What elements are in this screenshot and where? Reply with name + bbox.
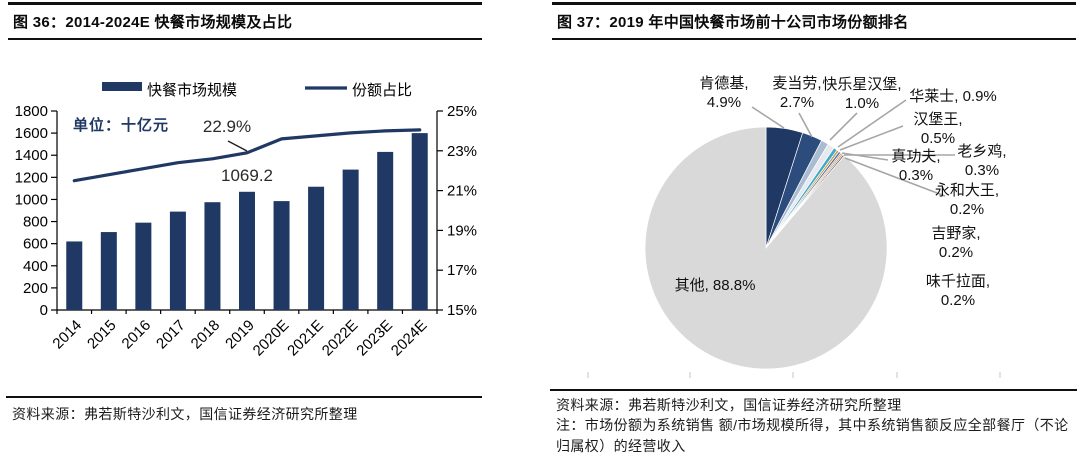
leader-line-1 (798, 112, 813, 138)
left-axis-label: 1200 (15, 169, 48, 186)
figure-36-bar-line-chart: 0 200 400 600 800 1000 1200 1400 1600 1800 15% 17% 1… (15, 82, 477, 360)
left-axis-label: 0 (40, 302, 48, 319)
figure-37-footer-rule (550, 389, 1077, 391)
left-axis-label: 800 (23, 214, 48, 231)
annotation-leader-line (227, 140, 248, 152)
left-axis-label: 1800 (15, 103, 48, 120)
share-line (72, 128, 422, 183)
left-axis-label: 1400 (15, 147, 48, 164)
figure-36-source: 资料来源：弗若斯特沙利文，国信证券经济研究所整理 (12, 406, 358, 422)
share-annotation: 22.9% (202, 117, 252, 136)
figure-37-title: 图 37：2019 年中国快餐市场前十公司市场份额排名 (552, 2, 1076, 40)
right-axis-label: 23% (447, 143, 477, 160)
figure-37-note: 注：市场份额为系统销售 额/市场规模所得，其中系统销售额反应全部餐厅（不论归属权… (556, 417, 1069, 454)
leader-line-0 (751, 106, 785, 129)
bar-2018 (204, 202, 221, 310)
bar-2024E (411, 133, 428, 310)
legend-bar-label: 快餐市场规模 (147, 82, 237, 99)
right-axis-label: 25% (447, 103, 477, 120)
leader-line-7 (844, 157, 946, 197)
category-label-2015: 2015 (84, 317, 120, 353)
bar-2019 (239, 191, 255, 310)
category-label-2014: 2014 (49, 317, 85, 353)
figure-37-pie-chart (587, 99, 1001, 378)
legend-bar-swatch (102, 82, 142, 91)
category-label-2020E: 2020E (250, 317, 293, 360)
category-label-2023E: 2023E (353, 317, 396, 360)
figure-37-source: 资料来源：弗若斯特沙利文，国信证券经济研究所整理 (556, 397, 902, 413)
bar-2023E (377, 151, 394, 310)
left-axis-label: 600 (23, 236, 48, 253)
bar-2016 (135, 222, 152, 310)
bar-2021E (308, 186, 325, 310)
bar-2015 (100, 232, 117, 310)
leader-line-5 (841, 152, 889, 161)
bar-2017 (169, 211, 186, 310)
category-label-2024E: 2024E (388, 317, 431, 360)
legend-line-label: 份额占比 (352, 82, 412, 99)
leader-line-3 (837, 99, 907, 148)
right-axis-label: 17% (447, 262, 477, 279)
category-label-2017: 2017 (153, 317, 189, 353)
category-label-2018: 2018 (188, 317, 224, 353)
left-axis-label: 1600 (15, 125, 48, 142)
left-axis-label: 200 (23, 280, 48, 297)
category-label-2021E: 2021E (284, 317, 327, 360)
left-axis-label: 1000 (15, 191, 48, 208)
leader-line-4 (839, 125, 904, 151)
category-label-2022E: 2022E (319, 317, 362, 360)
unit-note: 单位：十亿元 (73, 117, 170, 134)
right-axis-label: 19% (447, 222, 477, 239)
bar-value-annotation: 1069.2 (221, 166, 273, 185)
bar-2014 (66, 241, 83, 310)
category-label-2016: 2016 (119, 317, 155, 353)
left-axis-label: 400 (23, 258, 48, 275)
bar-2022E (342, 169, 359, 310)
pie-slice-10 (644, 126, 888, 370)
right-axis-label: 15% (447, 302, 477, 319)
figure-36-title: 图 36：2014-2024E 快餐市场规模及占比 (8, 2, 482, 40)
figure-36-footer-rule (6, 396, 482, 398)
right-axis-label: 21% (447, 183, 477, 200)
leader-line-2 (829, 112, 858, 141)
bar-2020E (273, 201, 290, 310)
